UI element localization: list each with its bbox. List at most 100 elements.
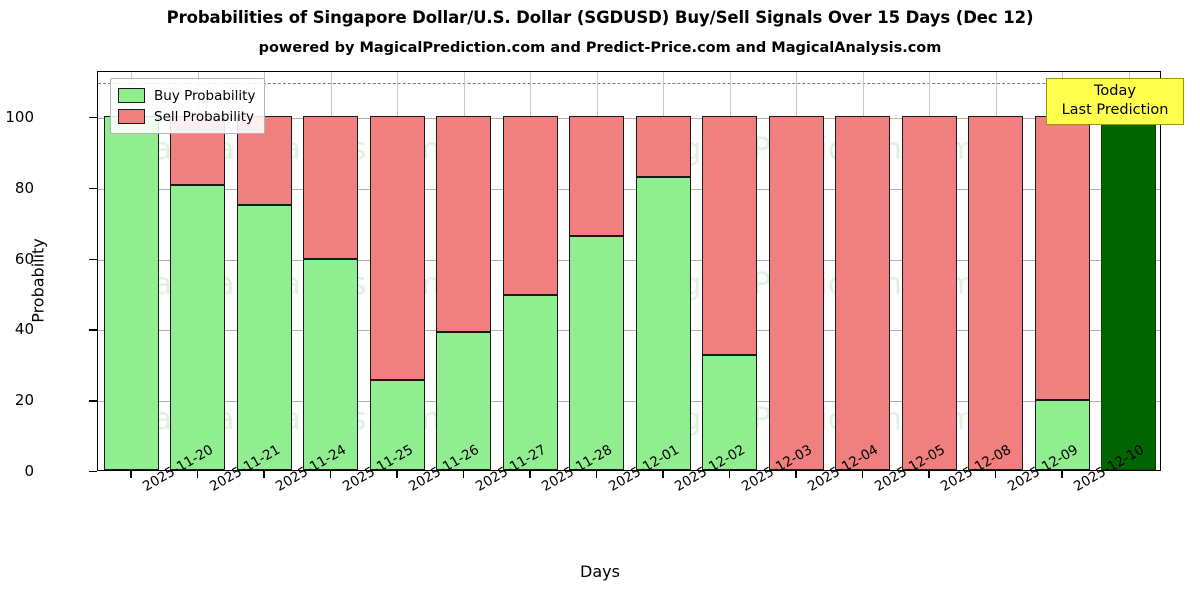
x-tick-label: 2025-11-20 bbox=[140, 442, 216, 495]
x-tick-label: 2025-12-04 bbox=[805, 442, 881, 495]
bar-segment-buy[interactable] bbox=[635, 176, 691, 470]
bar-segment-buy[interactable] bbox=[369, 379, 425, 470]
bar-segment-sell[interactable] bbox=[502, 116, 558, 295]
bar-segment-sell[interactable] bbox=[369, 116, 425, 380]
x-tick-mark bbox=[662, 471, 664, 478]
x-tick-label: 2025-11-25 bbox=[340, 442, 416, 495]
y-gridline bbox=[98, 188, 1160, 190]
x-tick-label: 2025-12-03 bbox=[739, 442, 815, 495]
y-tick-mark bbox=[89, 329, 97, 331]
bar-group[interactable] bbox=[436, 72, 491, 470]
bar-group[interactable] bbox=[103, 72, 159, 470]
bar-segment-sell[interactable] bbox=[303, 116, 358, 260]
chart-legend: Buy Probability Sell Probability bbox=[110, 78, 266, 134]
y-tick-mark bbox=[89, 400, 97, 402]
x-tick-mark bbox=[728, 471, 731, 478]
bar-segment-buy[interactable] bbox=[569, 236, 624, 470]
y-tick-label: 80 bbox=[14, 178, 34, 197]
x-tick-mark bbox=[263, 471, 265, 478]
bar-group[interactable] bbox=[303, 72, 358, 470]
bar-group[interactable] bbox=[569, 72, 624, 470]
bar-segment-buy[interactable] bbox=[103, 116, 159, 470]
bar-group[interactable] bbox=[768, 72, 824, 470]
bar-segment-sell[interactable] bbox=[1034, 116, 1090, 401]
x-tick-mark bbox=[795, 471, 797, 478]
x-axis-label: Days bbox=[580, 562, 620, 581]
bar-segment-sell[interactable] bbox=[569, 116, 624, 237]
x-tick-label: 2025-12-08 bbox=[938, 442, 1014, 495]
bar-segment-sell[interactable] bbox=[901, 116, 957, 470]
y-tick-mark bbox=[89, 187, 97, 190]
x-tick-label: 2025-11-28 bbox=[539, 442, 615, 495]
bar-group[interactable] bbox=[702, 72, 757, 470]
bar-group[interactable] bbox=[502, 72, 558, 470]
x-tick-mark bbox=[928, 471, 930, 478]
x-tick-label: 2025-11-26 bbox=[406, 442, 482, 495]
bar-group[interactable] bbox=[369, 72, 425, 470]
bar-segment-today[interactable] bbox=[1101, 116, 1156, 470]
bar-group[interactable] bbox=[835, 72, 890, 470]
legend-item-sell: Sell Probability bbox=[118, 106, 255, 127]
y-gridline bbox=[98, 259, 1160, 261]
legend-item-buy: Buy Probability bbox=[118, 85, 255, 106]
x-tick-label: 2025-12-01 bbox=[606, 442, 682, 495]
y-gridline bbox=[98, 401, 1160, 403]
bar-segment-sell[interactable] bbox=[436, 116, 491, 332]
legend-swatch-buy-icon bbox=[118, 88, 145, 103]
bar-group[interactable] bbox=[170, 72, 225, 470]
x-tick-label: 2025-12-02 bbox=[672, 442, 748, 495]
bar-group[interactable] bbox=[1101, 72, 1156, 470]
bar-segment-sell[interactable] bbox=[702, 116, 757, 355]
x-tick-mark bbox=[861, 471, 864, 478]
bar-segment-buy[interactable] bbox=[436, 331, 491, 470]
legend-label-sell: Sell Probability bbox=[154, 108, 255, 125]
bar-segment-buy[interactable] bbox=[236, 204, 292, 470]
x-tick-mark bbox=[462, 471, 465, 478]
bar-segment-sell[interactable] bbox=[635, 116, 691, 177]
y-gridline bbox=[98, 330, 1160, 332]
bar-group[interactable] bbox=[901, 72, 957, 470]
bar-segment-buy[interactable] bbox=[702, 354, 757, 470]
y-tick-label: 40 bbox=[14, 320, 34, 339]
today-annotation: Today Last Prediction bbox=[1046, 78, 1184, 125]
y-tick-label: 100 bbox=[5, 108, 34, 127]
x-tick-mark bbox=[396, 471, 398, 478]
chart-title: Probabilities of Singapore Dollar/U.S. D… bbox=[166, 8, 1034, 27]
legend-swatch-sell-icon bbox=[118, 109, 145, 124]
x-tick-mark bbox=[595, 471, 598, 478]
bar-segment-buy[interactable] bbox=[170, 185, 225, 470]
x-tick-label: 2025-12-05 bbox=[872, 442, 948, 495]
y-tick-mark bbox=[89, 258, 97, 260]
today-annotation-line1: Today bbox=[1094, 83, 1136, 99]
bar-segment-sell[interactable] bbox=[768, 116, 824, 470]
x-tick-label: 2025-11-27 bbox=[473, 442, 549, 495]
x-tick-mark bbox=[196, 471, 199, 478]
reference-line bbox=[98, 82, 1160, 84]
bar-segment-sell[interactable] bbox=[968, 116, 1023, 470]
x-tick-mark bbox=[329, 471, 332, 478]
y-tick-mark bbox=[89, 117, 97, 119]
x-tick-label: 2025-12-09 bbox=[1005, 442, 1081, 495]
bar-group[interactable] bbox=[635, 72, 691, 470]
bar-segment-buy[interactable] bbox=[1034, 400, 1090, 470]
x-tick-label: 2025-11-24 bbox=[273, 442, 349, 495]
bar-segment-buy[interactable] bbox=[502, 294, 558, 470]
bar-segment-buy[interactable] bbox=[303, 259, 358, 470]
x-tick-label: 2025-11-21 bbox=[207, 442, 283, 495]
y-tick-label: 60 bbox=[14, 249, 34, 268]
legend-label-buy: Buy Probability bbox=[154, 87, 256, 104]
x-tick-label: 2025-12-10 bbox=[1071, 442, 1147, 495]
y-tick-label: 0 bbox=[24, 462, 34, 480]
y-tick-mark bbox=[89, 471, 97, 473]
x-tick-mark bbox=[130, 471, 132, 478]
bar-group[interactable] bbox=[1034, 72, 1090, 470]
bar-segment-sell[interactable] bbox=[835, 116, 890, 470]
bar-group[interactable] bbox=[236, 72, 292, 470]
x-tick-mark bbox=[994, 471, 997, 478]
y-gridline bbox=[98, 118, 1160, 120]
x-tick-mark bbox=[1061, 471, 1063, 478]
x-tick-mark bbox=[529, 471, 531, 478]
bar-group[interactable] bbox=[968, 72, 1023, 470]
y-axis-label: Probability bbox=[28, 238, 48, 323]
